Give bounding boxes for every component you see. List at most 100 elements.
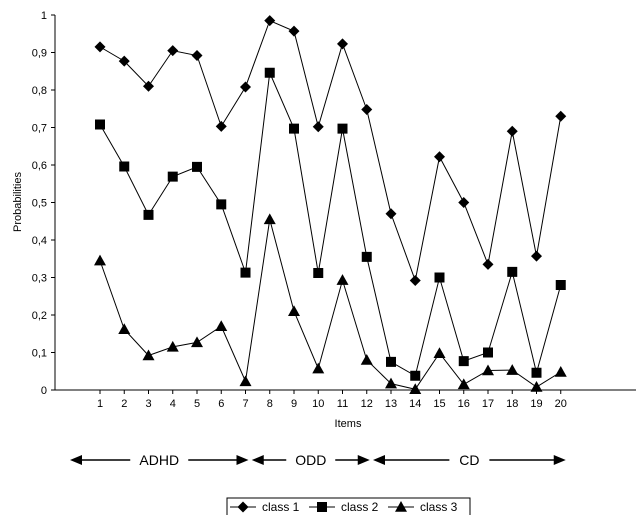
x-tick-label: 18	[506, 398, 518, 410]
data-point-class-3	[360, 354, 373, 365]
data-point-class-2	[95, 119, 105, 130]
legend-item-class-3: class 3	[388, 500, 458, 514]
x-tick-label: 14	[409, 398, 421, 410]
data-point-class-1	[312, 121, 324, 133]
data-point-class-3	[409, 383, 422, 395]
legend-label: class 1	[262, 500, 300, 514]
group-adhd: ADHD	[70, 452, 249, 468]
x-tick-label: 11	[337, 398, 348, 410]
legend-marker-class-1	[237, 501, 249, 513]
data-point-class-3	[312, 362, 325, 374]
data-point-class-1	[361, 104, 373, 115]
group-label: ADHD	[139, 452, 179, 468]
data-point-class-1	[191, 50, 203, 61]
data-point-class-1	[167, 45, 179, 57]
y-tick-label: 1	[41, 10, 47, 22]
series-line-class-2	[99, 70, 562, 377]
data-point-class-3	[94, 254, 106, 266]
legend: class 1 class 2 class 3	[226, 497, 471, 515]
data-point-class-2	[434, 272, 445, 283]
data-point-class-3	[385, 377, 397, 389]
data-point-class-3	[506, 364, 519, 375]
x-tick-label: 3	[145, 398, 151, 410]
data-point-class-1	[264, 15, 276, 27]
x-axis-title: Items	[335, 418, 362, 430]
data-point-class-2	[483, 347, 493, 358]
data-point-class-3	[239, 375, 252, 387]
y-tick-label: 0,7	[32, 123, 47, 135]
y-tick-label: 0,1	[32, 348, 47, 360]
y-tick-label: 0,6	[32, 160, 47, 172]
data-point-class-3	[142, 349, 155, 361]
data-point-class-3	[191, 336, 203, 348]
y-tick-label: 0,3	[32, 273, 47, 285]
data-point-class-2	[289, 123, 299, 134]
y-tick-label: 0,9	[32, 48, 47, 60]
data-point-class-1	[555, 110, 567, 122]
x-tick-label: 1	[97, 398, 103, 410]
data-point-class-1	[409, 275, 421, 286]
data-point-class-2	[119, 161, 130, 172]
data-point-class-3	[530, 381, 543, 392]
data-point-class-2	[216, 199, 227, 210]
data-point-class-1	[506, 125, 518, 137]
x-tick-label: 19	[530, 398, 542, 410]
legend-item-class-1: class 1	[230, 500, 300, 514]
data-point-class-1	[458, 197, 470, 208]
legend-marker-class-3	[395, 501, 407, 512]
data-point-class-1	[94, 41, 106, 53]
y-tick-label: 0,5	[32, 198, 47, 210]
y-axis-title: Probabilities	[12, 172, 24, 232]
y-tick-label: 0,4	[32, 235, 47, 247]
data-point-class-1	[215, 120, 227, 132]
data-point-class-2	[410, 370, 421, 381]
data-point-class-3	[215, 320, 228, 332]
data-point-class-1	[337, 38, 348, 50]
arrowhead-left	[251, 455, 264, 465]
arrowhead-left	[373, 455, 385, 465]
data-point-class-3	[482, 364, 494, 376]
group-label: CD	[459, 452, 479, 468]
data-point-class-2	[313, 268, 324, 278]
data-point-class-2	[531, 367, 542, 378]
x-tick-label: 7	[242, 398, 248, 410]
x-tick-label: 9	[291, 398, 297, 410]
x-tick-label: 4	[170, 398, 176, 410]
arrowhead-right	[553, 455, 566, 465]
group-cd: CD	[373, 452, 566, 468]
data-point-class-2	[240, 267, 251, 278]
x-tick-label: 13	[385, 398, 397, 410]
x-tick-label: 8	[267, 398, 273, 410]
data-point-class-2	[167, 171, 178, 182]
item-groups: ADHD ODD CD	[70, 452, 566, 468]
data-point-class-2	[361, 251, 372, 262]
data-point-class-3	[433, 347, 446, 359]
data-point-class-1	[434, 151, 445, 163]
data-point-class-2	[264, 67, 275, 78]
x-tick-label: 20	[555, 398, 567, 410]
data-point-class-1	[288, 25, 300, 37]
x-tick-label: 17	[482, 398, 494, 410]
group-label: ODD	[295, 452, 326, 468]
y-tick-label: 0	[41, 385, 47, 397]
data-point-class-3	[336, 274, 349, 285]
data-point-class-1	[118, 55, 130, 67]
legend-label: class 3	[420, 500, 458, 514]
series-class-3	[94, 213, 567, 395]
data-point-class-3	[457, 378, 470, 390]
data-point-class-2	[458, 356, 469, 367]
data-point-class-3	[554, 366, 567, 377]
data-point-class-3	[288, 305, 300, 317]
x-axis: 1 2 3 4 5 6 7 8 9 10 11 12 13 14 15 16 17 18 19 20	[55, 389, 636, 410]
data-point-class-1	[482, 258, 494, 270]
arrowhead-right	[357, 455, 370, 465]
x-tick-label: 2	[121, 398, 127, 410]
x-tick-label: 6	[218, 398, 224, 410]
series-layer	[94, 15, 567, 395]
data-point-class-2	[192, 161, 202, 172]
data-point-class-1	[385, 208, 397, 220]
data-point-class-2	[337, 123, 348, 134]
legend-item-class-2: class 2	[309, 500, 379, 514]
y-axis: 0 0,1 0,2 0,3 0,4 0,5 0,6 0,7 0,8 0,9 1	[32, 10, 56, 397]
